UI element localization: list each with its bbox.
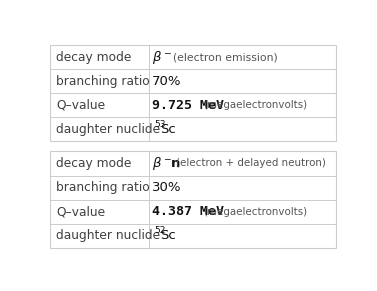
- Text: 53: 53: [154, 120, 165, 129]
- Text: Sc: Sc: [161, 229, 176, 242]
- Text: 9.725 MeV: 9.725 MeV: [152, 99, 224, 112]
- Text: (megaelectronvolts): (megaelectronvolts): [204, 207, 308, 217]
- Text: decay mode: decay mode: [56, 51, 131, 63]
- Text: (electron emission): (electron emission): [173, 52, 278, 62]
- Text: 70%: 70%: [152, 74, 182, 88]
- Text: daughter nuclide: daughter nuclide: [56, 123, 160, 136]
- Text: 30%: 30%: [152, 181, 182, 194]
- Text: branching ratio: branching ratio: [56, 181, 150, 194]
- Text: daughter nuclide: daughter nuclide: [56, 229, 160, 242]
- Text: 4.387 MeV: 4.387 MeV: [152, 205, 224, 218]
- Text: Sc: Sc: [161, 123, 176, 136]
- Text: n: n: [171, 157, 181, 170]
- Text: (electron + delayed neutron): (electron + delayed neutron): [176, 159, 326, 168]
- Text: Q–value: Q–value: [56, 99, 105, 112]
- Text: (megaelectronvolts): (megaelectronvolts): [204, 100, 308, 110]
- Text: $\beta^-$: $\beta^-$: [152, 155, 172, 172]
- Text: decay mode: decay mode: [56, 157, 131, 170]
- Text: 52: 52: [154, 226, 165, 235]
- Text: $\beta^-$: $\beta^-$: [152, 49, 172, 65]
- Bar: [50, 45, 336, 141]
- Text: Q–value: Q–value: [56, 205, 105, 218]
- Bar: [50, 151, 336, 248]
- Text: branching ratio: branching ratio: [56, 74, 150, 88]
